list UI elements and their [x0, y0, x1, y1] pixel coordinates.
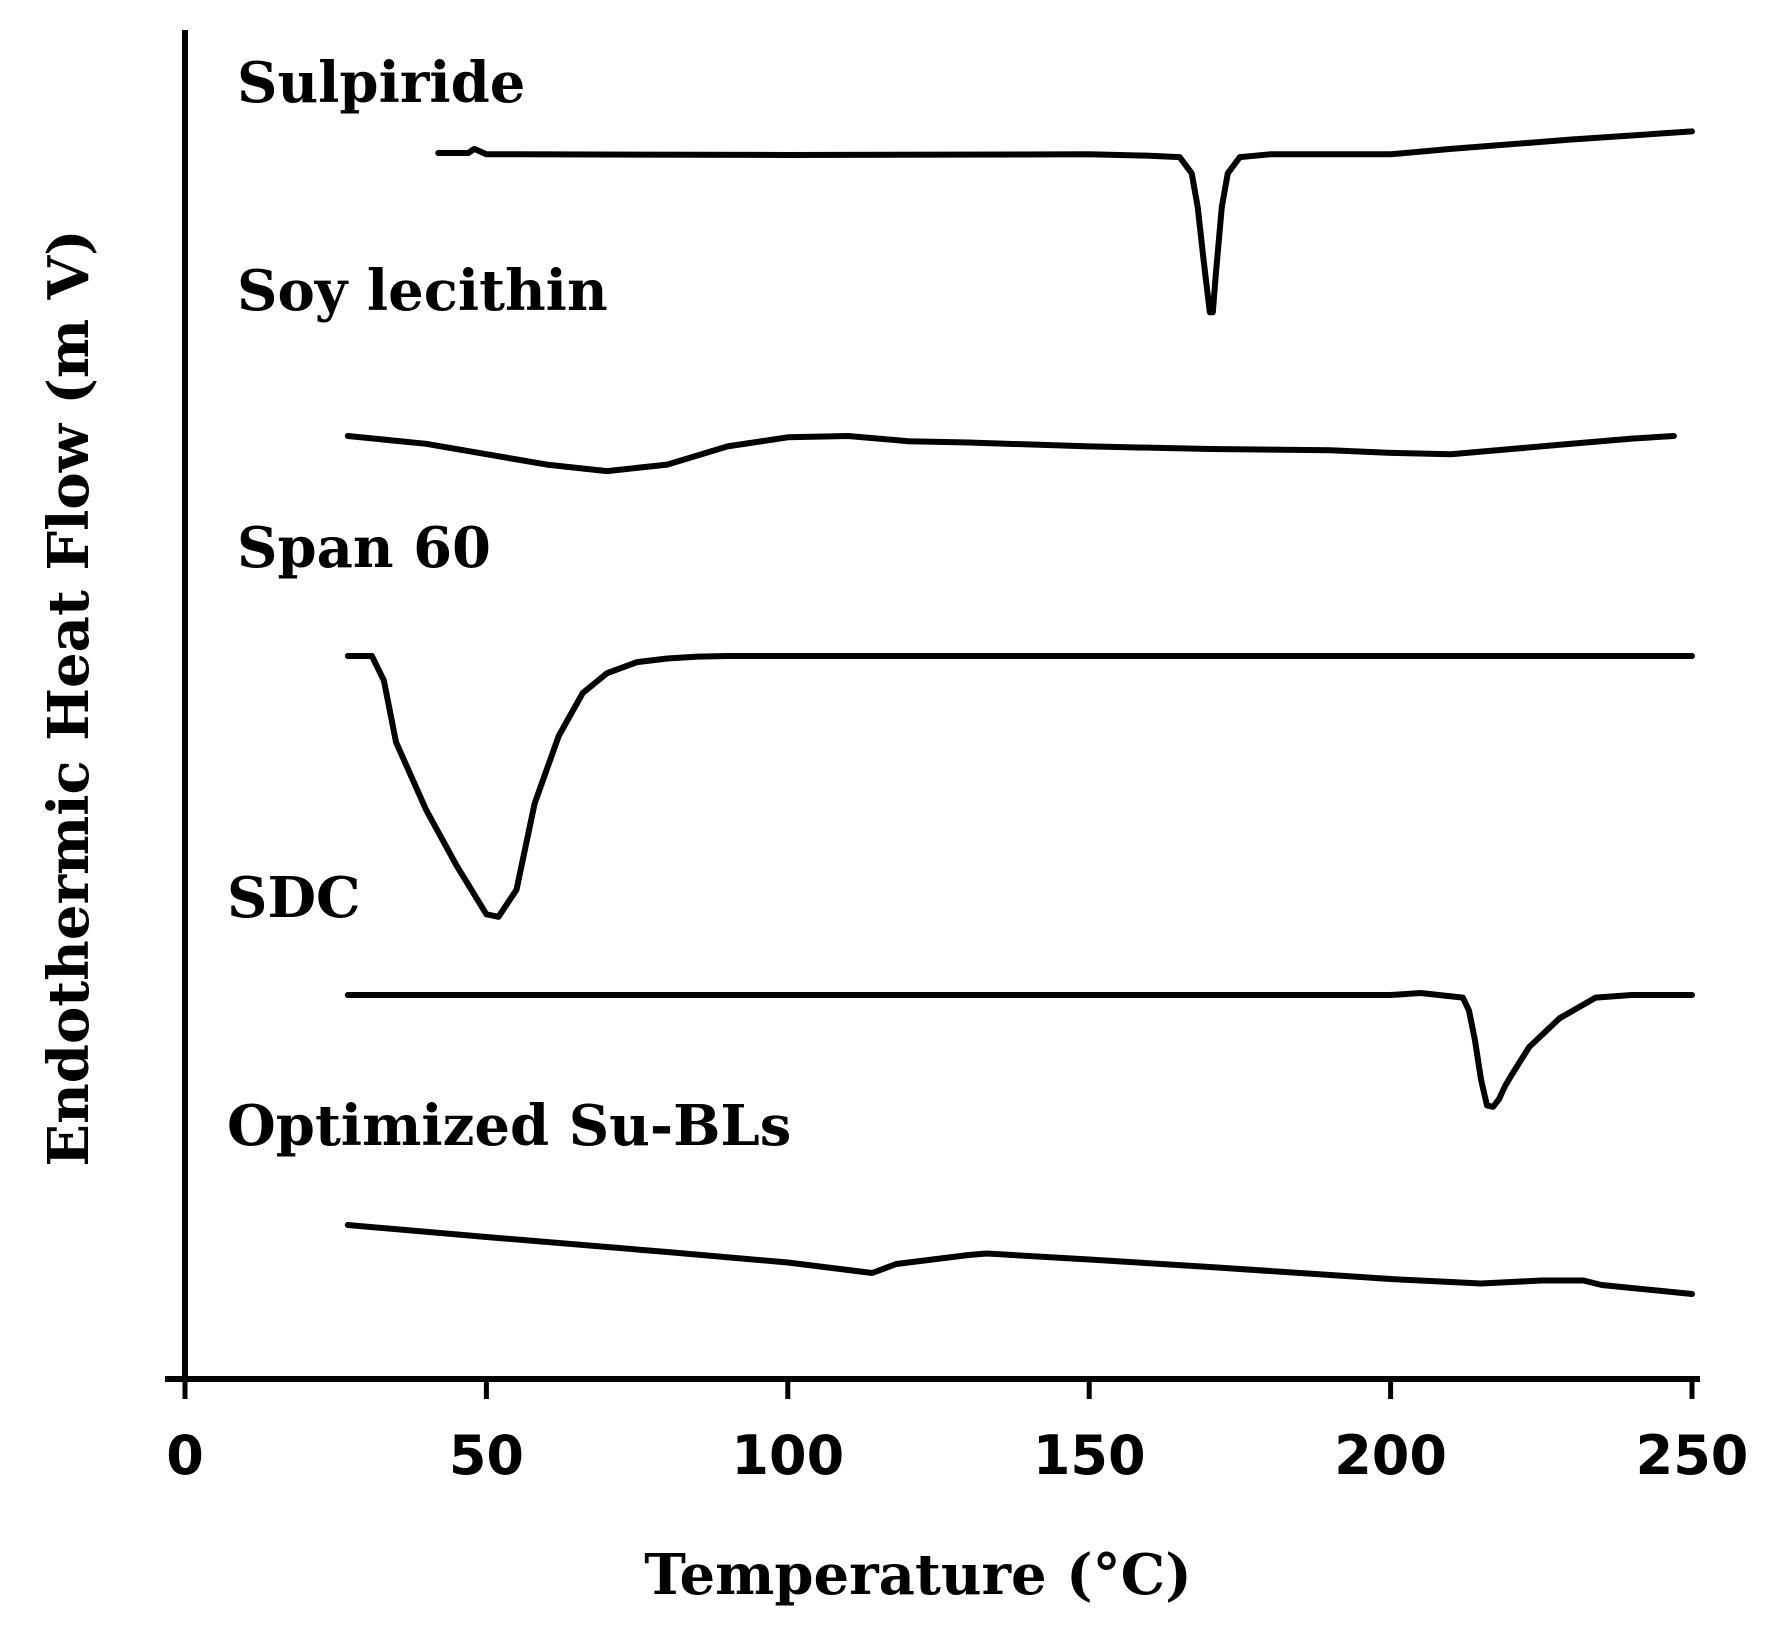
series-label-sulpiride: Sulpiride [237, 50, 525, 116]
series-line-sulpiride [435, 128, 1695, 316]
series-label-sdc: SDC [227, 865, 361, 931]
x-tick-label: 200 [1334, 1424, 1447, 1487]
series-line-optimized-su-bls [344, 1222, 1695, 1297]
x-axis-title: Temperature (°C) [644, 1542, 1191, 1608]
series-label-soy-lecithin: Soy lecithin [237, 258, 608, 324]
x-tick-label: 250 [1636, 1424, 1749, 1487]
series-line-sdc [344, 990, 1695, 1110]
series-label-optimized-su-bls: Optimized Su-BLs [227, 1093, 791, 1159]
dsc-curves [344, 128, 1695, 1297]
x-tick-label: 50 [449, 1424, 524, 1487]
x-tick-label: 150 [1033, 1424, 1146, 1487]
series-label-span-60: Span 60 [237, 515, 491, 581]
x-axis-ticks: 0 50 100 150 200 250 [166, 1379, 1748, 1487]
series-line-span-60 [344, 653, 1695, 920]
y-axis-title: Endothermic Heat Flow (m V) [36, 229, 102, 1166]
series-line-soy-lecithin [344, 433, 1677, 475]
x-tick-label: 100 [731, 1424, 844, 1487]
x-tick-label: 0 [166, 1424, 204, 1487]
